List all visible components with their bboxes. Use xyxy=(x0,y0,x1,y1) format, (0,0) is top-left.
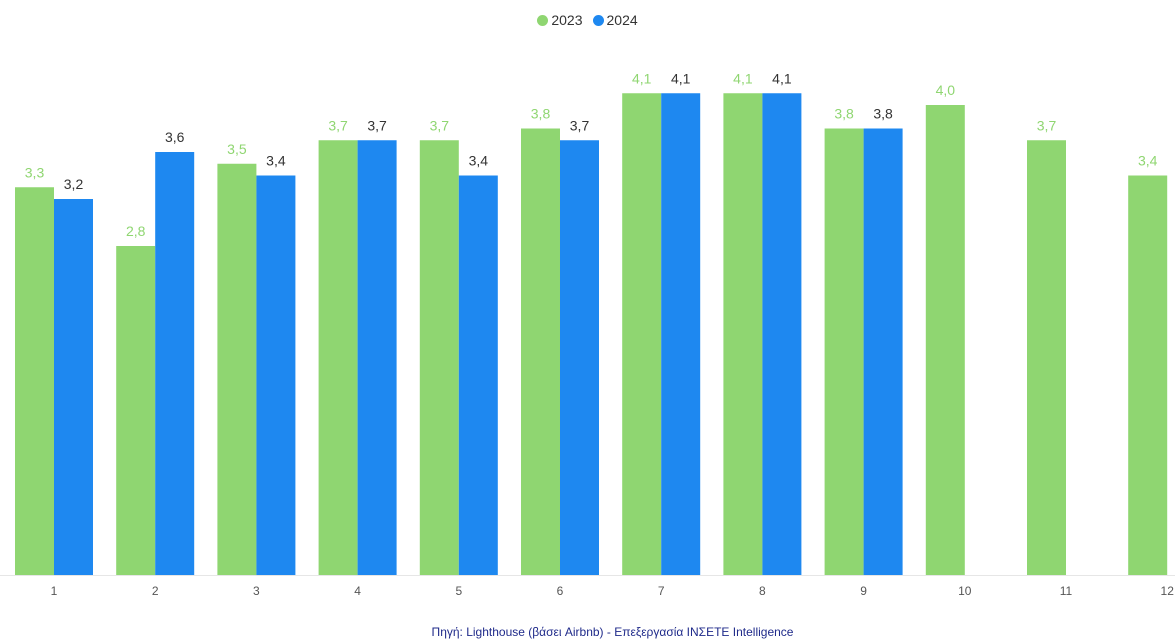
x-tick-label-9: 9 xyxy=(860,584,867,598)
data-label-2023-5: 3,7 xyxy=(430,117,450,133)
data-label-2024-3: 3,4 xyxy=(266,153,286,169)
x-tick-label-5: 5 xyxy=(455,584,462,598)
data-label-2023-6: 3,8 xyxy=(531,106,551,122)
data-label-2024-7: 4,1 xyxy=(671,70,691,86)
x-tick-label-6: 6 xyxy=(557,584,564,598)
x-tick-label-11: 11 xyxy=(1060,584,1073,598)
x-tick-label-1: 1 xyxy=(51,584,58,598)
data-label-2024-6: 3,7 xyxy=(570,117,590,133)
bar-2024-9[interactable] xyxy=(863,128,903,576)
bar-2024-7[interactable] xyxy=(661,93,701,575)
data-label-2023-11: 3,7 xyxy=(1037,117,1057,133)
bar-2024-3[interactable] xyxy=(256,175,296,576)
data-label-2023-8: 4,1 xyxy=(733,70,753,86)
bar-2023-12[interactable] xyxy=(1128,175,1168,576)
x-tick-label-7: 7 xyxy=(658,584,665,598)
x-tick-label-12: 12 xyxy=(1161,584,1175,598)
bar-2023-2[interactable] xyxy=(116,246,156,575)
data-label-2024-9: 3,8 xyxy=(873,106,893,122)
bar-2023-4[interactable] xyxy=(318,140,358,575)
bar-2023-7[interactable] xyxy=(622,93,662,575)
x-tick-label-10: 10 xyxy=(958,584,972,598)
bar-2023-8[interactable] xyxy=(723,93,763,575)
data-label-2023-4: 3,7 xyxy=(328,117,348,133)
data-label-2023-1: 3,3 xyxy=(25,164,45,180)
data-label-2024-1: 3,2 xyxy=(64,176,84,192)
chart-legend: 2023 2024 xyxy=(0,12,1175,28)
bar-2023-5[interactable] xyxy=(419,140,459,575)
data-label-2023-2: 2,8 xyxy=(126,223,146,239)
legend-swatch-2023 xyxy=(537,14,549,26)
data-label-2023-12: 3,4 xyxy=(1138,153,1158,169)
bar-2024-5[interactable] xyxy=(458,175,498,576)
bar-2024-4[interactable] xyxy=(357,140,397,575)
legend-item-2023[interactable]: 2023 xyxy=(537,12,583,28)
bar-2023-11[interactable] xyxy=(1027,140,1066,575)
data-label-2024-8: 4,1 xyxy=(772,70,792,86)
x-tick-label-8: 8 xyxy=(759,584,766,598)
bar-2023-6[interactable] xyxy=(521,128,560,576)
bar-2023-10[interactable] xyxy=(925,105,965,575)
bar-2023-9[interactable] xyxy=(824,128,864,576)
x-tick-label-2: 2 xyxy=(152,584,159,598)
legend-label-2024: 2024 xyxy=(606,12,638,28)
bar-2024-6[interactable] xyxy=(560,140,599,575)
data-label-2024-5: 3,4 xyxy=(469,153,489,169)
legend-swatch-2024 xyxy=(592,14,604,26)
bar-2023-3[interactable] xyxy=(217,163,257,575)
legend-label-2023: 2023 xyxy=(551,12,583,28)
bar-2023-1[interactable] xyxy=(15,187,54,575)
data-label-2024-2: 3,6 xyxy=(165,129,185,145)
bar-2024-8[interactable] xyxy=(762,93,802,575)
bar-2024-1[interactable] xyxy=(54,199,93,575)
x-tick-label-3: 3 xyxy=(253,584,260,598)
legend-item-2024[interactable]: 2024 xyxy=(592,12,638,28)
data-label-2023-7: 4,1 xyxy=(632,70,652,86)
x-tick-label-4: 4 xyxy=(354,584,361,598)
data-label-2023-9: 3,8 xyxy=(834,106,854,122)
data-label-2024-4: 3,7 xyxy=(367,117,387,133)
bar-2024-2[interactable] xyxy=(155,152,195,575)
data-label-2023-10: 4,0 xyxy=(936,82,956,98)
data-label-2023-3: 3,5 xyxy=(227,141,247,157)
source-note: Πηγή: Lighthouse (βάσει Airbnb) - Επεξερ… xyxy=(431,625,794,639)
